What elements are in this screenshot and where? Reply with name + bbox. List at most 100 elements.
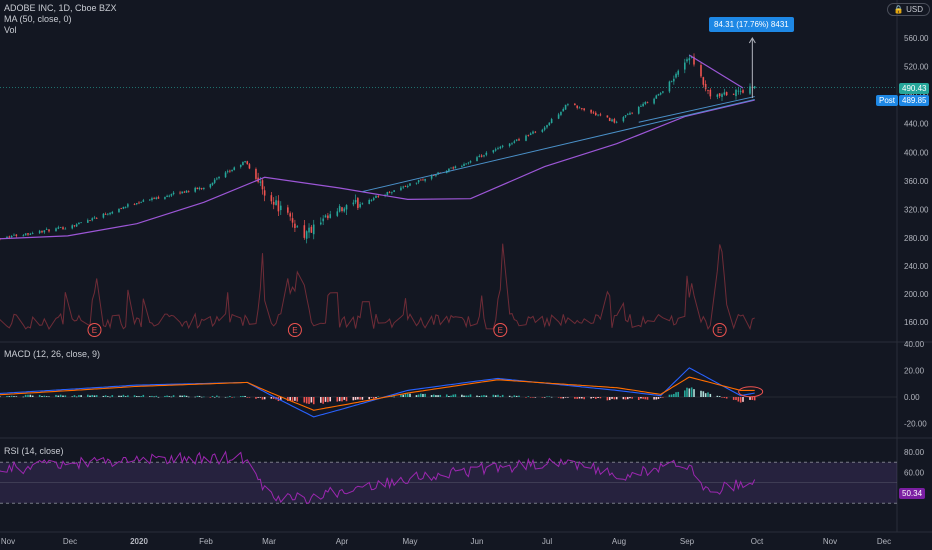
candle-body: [308, 227, 310, 233]
candle-body: [320, 222, 322, 225]
candle-body: [170, 194, 173, 196]
candle-body: [109, 212, 111, 215]
candle-body: [343, 208, 346, 212]
candle-body: [95, 217, 98, 219]
macd-histogram-bar: [31, 395, 34, 397]
macd-histogram-bar: [352, 397, 355, 401]
candle-body: [541, 129, 544, 132]
candle-body: [608, 117, 611, 122]
currency-button[interactable]: 🔒 USD: [886, 3, 930, 16]
macd-histogram-bar: [735, 397, 737, 401]
candle-body: [226, 171, 229, 173]
macd-histogram-bar: [118, 395, 120, 397]
macd-histogram-bar: [8, 396, 11, 397]
candle-body: [435, 174, 437, 176]
candle-body: [164, 197, 166, 199]
macd-histogram-bar: [59, 394, 62, 397]
macd-histogram-bar: [739, 397, 742, 403]
candle-body: [599, 114, 602, 116]
macd-histogram-bar: [287, 397, 289, 401]
y-tick-label: 40.00: [904, 340, 925, 349]
macd-histogram-bar: [211, 395, 214, 397]
candle-body: [93, 217, 96, 219]
macd-histogram-bar: [324, 397, 327, 402]
macd-histogram-bar: [153, 396, 155, 398]
macd-histogram-bar: [465, 395, 467, 397]
macd-histogram-bar: [354, 397, 357, 400]
candle-body: [463, 164, 465, 167]
macd-histogram-bar: [336, 397, 339, 402]
macd-histogram-bar: [15, 396, 18, 397]
candle-body: [583, 108, 585, 111]
x-tick-label: Nov: [1, 537, 15, 546]
macd-histogram-bar: [532, 397, 534, 398]
macd-histogram-bar: [422, 393, 424, 397]
macd-histogram-bar: [93, 395, 96, 397]
macd-histogram-bar: [62, 395, 64, 397]
candle-body: [102, 213, 105, 218]
macd-histogram-bar: [567, 397, 569, 398]
macd-histogram-bar: [751, 397, 754, 400]
macd-histogram-bar: [80, 395, 82, 397]
y-tick-label: -20.00: [904, 420, 927, 429]
macd-histogram-bar: [513, 395, 516, 397]
candle-body: [354, 200, 357, 203]
macd-histogram-bar: [102, 395, 105, 397]
macd-histogram-bar: [424, 393, 426, 397]
macd-histogram-bar: [194, 396, 196, 398]
symbol-legend[interactable]: ADOBE INC, 1D, Cboe BZX: [4, 3, 117, 14]
candle-body: [275, 200, 277, 206]
macd-histogram-bar: [296, 397, 299, 402]
macd-legend[interactable]: MACD (12, 26, close, 9): [4, 349, 100, 360]
candle-body: [155, 197, 158, 200]
candle-body: [55, 228, 57, 232]
macd-histogram-bar: [187, 396, 190, 398]
macd-histogram-bar: [124, 396, 127, 397]
candle-body: [494, 149, 497, 151]
candle-body: [622, 117, 625, 122]
macd-histogram-bar: [592, 397, 595, 398]
macd-histogram-bar: [279, 397, 282, 401]
candle-body: [133, 204, 136, 205]
vol-legend[interactable]: Vol: [4, 25, 17, 36]
macd-histogram-bar: [529, 397, 532, 398]
macd-histogram-bar: [310, 397, 313, 403]
macd-histogram-bar: [583, 397, 585, 400]
candle-body: [198, 187, 201, 189]
rsi-legend[interactable]: RSI (14, close): [4, 446, 64, 457]
candle-body: [255, 168, 257, 179]
macd-histogram-bar: [375, 397, 377, 399]
candle-body: [415, 182, 418, 184]
macd-histogram-bar: [415, 395, 418, 397]
macd-histogram-bar: [91, 394, 94, 397]
macd-histogram-bar: [749, 397, 751, 400]
macd-histogram-bar: [203, 396, 205, 398]
candle-body: [370, 199, 373, 201]
candle-body: [368, 199, 370, 204]
candle-body: [574, 103, 576, 106]
macd-histogram-bar: [670, 394, 673, 397]
earnings-marker: [712, 323, 727, 337]
macd-histogram-bar: [361, 397, 364, 400]
candle-body: [409, 183, 411, 186]
macd-histogram-bar: [343, 397, 346, 400]
macd-histogram-bar: [435, 395, 437, 397]
candle-body: [142, 200, 145, 202]
candle-body: [461, 166, 463, 167]
candle-body: [233, 167, 236, 170]
candle-body: [305, 231, 308, 239]
macd-histogram-bar: [57, 395, 60, 397]
candle-body: [38, 230, 41, 234]
candle-body: [124, 206, 127, 208]
candle-body: [642, 103, 644, 107]
measure-label[interactable]: 84.31 (17.76%) 8431: [709, 17, 794, 32]
macd-histogram-bar: [606, 397, 609, 401]
candle-body: [345, 205, 348, 210]
candle-body: [718, 93, 721, 97]
candle-body: [388, 191, 391, 193]
ma-legend[interactable]: MA (50, close, 0): [4, 14, 72, 25]
macd-histogram-bar: [357, 397, 359, 400]
macd-histogram-bar: [700, 390, 702, 397]
candle-body: [312, 224, 315, 235]
